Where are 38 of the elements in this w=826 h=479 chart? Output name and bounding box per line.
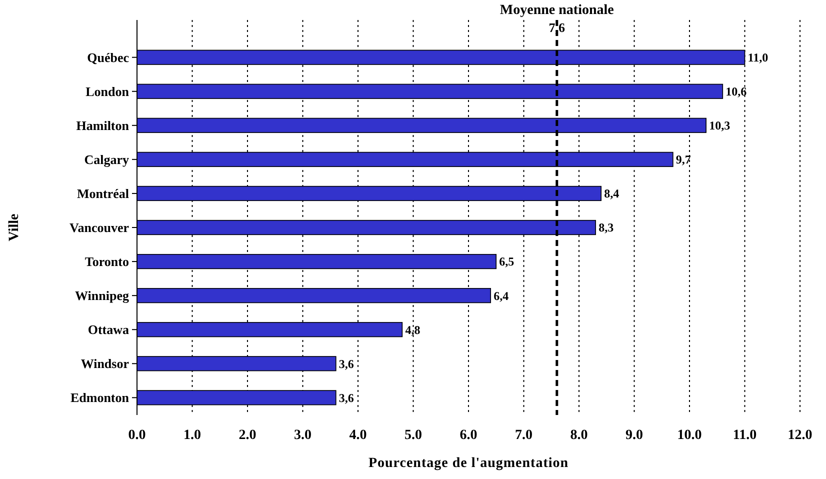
x-tick-label: 5.0 (404, 428, 422, 443)
data-label: 6,5 (499, 254, 514, 269)
x-tick-label: 6.0 (460, 428, 478, 443)
y-tick-label: Montréal (77, 186, 130, 202)
x-tick-label: 2.0 (238, 428, 256, 443)
data-label: 3,6 (338, 390, 354, 405)
y-tick-label: Hamilton (76, 118, 130, 133)
y-tick-label: Ottawa (88, 322, 130, 338)
x-tick-label: 0.0 (128, 428, 146, 443)
data-label: 9,7 (676, 152, 691, 167)
ref-line-label: Moyenne nationale (500, 3, 614, 18)
x-axis-title: Pourcentage de l'augmentation (368, 456, 569, 471)
x-tick-label: 8.0 (570, 428, 588, 443)
x-tick-label: 1.0 (184, 428, 201, 443)
y-tick-label: Vancouver (70, 220, 130, 236)
y-tick-label: Windsor (80, 356, 130, 372)
data-label: 10,3 (709, 118, 730, 133)
x-tick-label: 11.0 (732, 428, 757, 443)
y-tick-label: Winnipeg (75, 288, 130, 304)
x-tick-label: 9.0 (626, 428, 643, 443)
data-label: 8,3 (598, 220, 614, 235)
data-label: 10,6 (726, 84, 747, 99)
x-tick-label: 4.0 (349, 428, 367, 443)
data-label: 11,0 (748, 50, 768, 65)
x-tick-label: 3.0 (294, 428, 312, 443)
data-label: 3,6 (338, 356, 354, 371)
y-axis-title: Ville (7, 214, 22, 242)
y-tick-label: Toronto (84, 254, 129, 270)
x-tick-label: 7.0 (515, 428, 532, 443)
x-tick-label: 12.0 (788, 428, 812, 443)
y-tick-label: Québec (87, 50, 130, 65)
x-tick-label: 10.0 (677, 428, 702, 443)
data-label: 8,4 (604, 186, 620, 201)
data-label: 4,8 (405, 322, 420, 337)
y-tick-label: Calgary (84, 152, 130, 167)
data-label: 6,4 (494, 288, 509, 303)
y-tick-label: Edmonton (70, 390, 130, 406)
y-tick-label: London (86, 84, 130, 99)
